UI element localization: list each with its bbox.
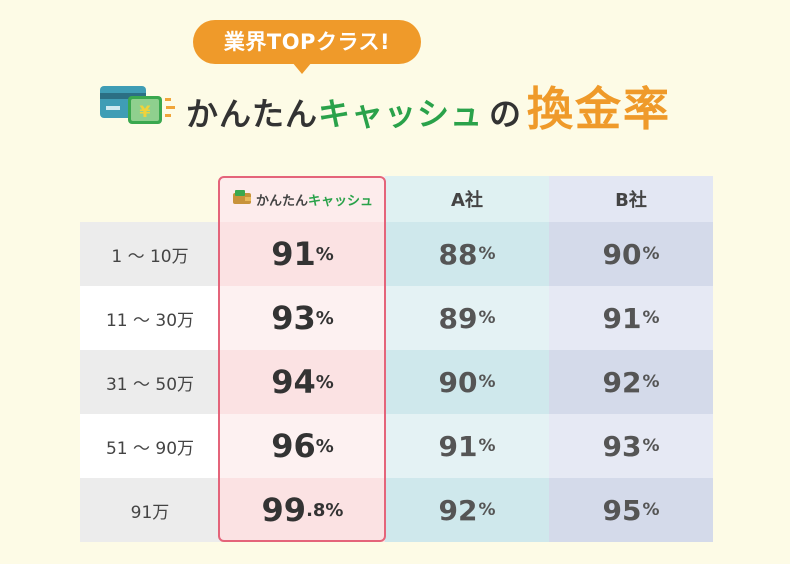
table-cell-kantan: 96%	[220, 414, 385, 478]
svg-text:¥: ¥	[139, 102, 150, 121]
table-cell-company-b: 91%	[549, 286, 713, 350]
table-row-label: 1 ～ 10万	[80, 222, 220, 286]
title-brand-part2: キャッシュ	[318, 95, 484, 133]
title-brand-part1: かんたん	[186, 95, 319, 133]
table-cell-kantan: 91%	[220, 222, 385, 286]
title-particle: の	[489, 95, 522, 133]
table-row-label: 11 ～ 30万	[80, 286, 220, 350]
table-row-label: 31 ～ 50万	[80, 350, 220, 414]
page-title: ¥ かんたん キャッシュ の 換金率	[98, 74, 728, 138]
table-cell-company-b: 93%	[549, 414, 713, 478]
badge-bubble-tail	[292, 62, 312, 74]
table-cell-company-b: 95%	[549, 478, 713, 542]
header-kantan: かんたん キャッシュ	[220, 176, 385, 222]
table-row-label: 91万	[80, 478, 220, 542]
header-company-b: B社	[549, 176, 713, 222]
table-cell-kantan: 93%	[220, 286, 385, 350]
card-yen-icon: ¥	[98, 80, 178, 132]
table-cell-company-b: 92%	[549, 350, 713, 414]
header-kantan-part2: キャッシュ	[308, 193, 374, 209]
table-cell-kantan: 94%	[220, 350, 385, 414]
table-cell-kantan: 99.8%	[220, 478, 385, 542]
table-cell-company-b: 90%	[549, 222, 713, 286]
badge-bubble: 業界TOPクラス!	[193, 20, 421, 64]
table-cell-company-a: 88%	[385, 222, 549, 286]
table-cell-company-a: 89%	[385, 286, 549, 350]
header-company-a: A社	[385, 176, 549, 222]
table-row-label: 51 ～ 90万	[80, 414, 220, 478]
comparison-table: かんたん キャッシュ A社 B社 1 ～ 10万 91% 88% 90% 11 …	[80, 176, 713, 542]
header-kantan-part1: かんたん	[255, 193, 308, 209]
wallet-icon	[232, 189, 252, 209]
title-accent: 換金率	[527, 82, 672, 136]
table-cell-company-a: 90%	[385, 350, 549, 414]
table-cell-company-a: 92%	[385, 478, 549, 542]
table-cell-company-a: 91%	[385, 414, 549, 478]
